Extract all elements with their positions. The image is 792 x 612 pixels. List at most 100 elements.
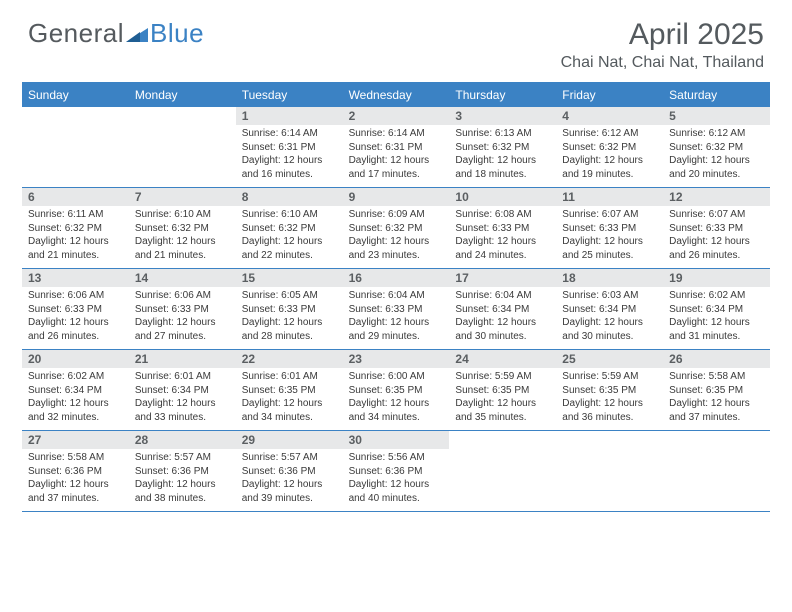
- day-cell: [663, 431, 770, 511]
- sunrise-line: Sunrise: 6:12 AM: [562, 127, 657, 141]
- sunset-line: Sunset: 6:34 PM: [28, 384, 123, 398]
- day-cell: 19Sunrise: 6:02 AMSunset: 6:34 PMDayligh…: [663, 269, 770, 349]
- day-cell: 24 Sunrise: 5:59 AMSunset: 6:35 PMDayligh…: [449, 350, 556, 430]
- day-details: Sunrise: 6:12 AMSunset: 6:32 PMDaylight:…: [556, 127, 663, 181]
- dow-label: Sunday: [22, 83, 129, 107]
- day-cell: [22, 107, 129, 187]
- day-number: 23: [343, 350, 450, 368]
- daylight-line: Daylight: 12 hours and 30 minutes.: [455, 316, 550, 343]
- sunset-line: Sunset: 6:35 PM: [562, 384, 657, 398]
- sunset-line: Sunset: 6:32 PM: [455, 141, 550, 155]
- day-number: 24: [449, 350, 556, 368]
- day-cell: 10Sunrise: 6:08 AMSunset: 6:33 PMDayligh…: [449, 188, 556, 268]
- day-cell: 1Sunrise: 6:14 AMSunset: 6:31 PMDaylight…: [236, 107, 343, 187]
- day-cell: 8 Sunrise: 6:10 AMSunset: 6:32 PMDaylight…: [236, 188, 343, 268]
- dow-label: Saturday: [663, 83, 770, 107]
- sunset-line: Sunset: 6:32 PM: [562, 141, 657, 155]
- sunrise-line: Sunrise: 6:11 AM: [28, 208, 123, 222]
- daylight-line: Daylight: 12 hours and 26 minutes.: [669, 235, 764, 262]
- day-details: Sunrise: 6:04 AMSunset: 6:33 PMDaylight:…: [343, 289, 450, 343]
- day-number: 30: [343, 431, 450, 449]
- daylight-line: Daylight: 12 hours and 34 minutes.: [349, 397, 444, 424]
- day-cell: 3Sunrise: 6:13 AMSunset: 6:32 PMDaylight…: [449, 107, 556, 187]
- title-block: April 2025 Chai Nat, Chai Nat, Thailand: [561, 18, 764, 72]
- sunrise-line: Sunrise: 5:58 AM: [28, 451, 123, 465]
- day-cell: 29Sunrise: 5:57 AMSunset: 6:36 PMDayligh…: [236, 431, 343, 511]
- sunset-line: Sunset: 6:34 PM: [455, 303, 550, 317]
- sunrise-line: Sunrise: 6:00 AM: [349, 370, 444, 384]
- day-cell: 7Sunrise: 6:10 AMSunset: 6:32 PMDaylight…: [129, 188, 236, 268]
- day-cell: [449, 431, 556, 511]
- day-cell: 28Sunrise: 5:57 AMSunset: 6:36 PMDayligh…: [129, 431, 236, 511]
- daylight-line: Daylight: 12 hours and 31 minutes.: [669, 316, 764, 343]
- brand-part1: General: [28, 18, 124, 49]
- day-details: Sunrise: 6:00 AMSunset: 6:35 PMDaylight:…: [343, 370, 450, 424]
- day-cell: 17Sunrise: 6:04 AMSunset: 6:34 PMDayligh…: [449, 269, 556, 349]
- sunrise-line: Sunrise: 6:08 AM: [455, 208, 550, 222]
- week-row: 27Sunrise: 5:58 AMSunset: 6:36 PMDayligh…: [22, 431, 770, 512]
- day-number: 15: [236, 269, 343, 287]
- day-details: Sunrise: 6:07 AMSunset: 6:33 PMDaylight:…: [556, 208, 663, 262]
- day-details: Sunrise: 5:58 AMSunset: 6:35 PMDaylight:…: [663, 370, 770, 424]
- day-details: Sunrise: 5:57 AMSunset: 6:36 PMDaylight:…: [236, 451, 343, 505]
- day-number: 7: [129, 188, 236, 206]
- location-label: Chai Nat, Chai Nat, Thailand: [561, 54, 764, 72]
- brand-mark-icon: [126, 18, 148, 49]
- sunset-line: Sunset: 6:34 PM: [562, 303, 657, 317]
- day-number: 8: [236, 188, 343, 206]
- sunset-line: Sunset: 6:31 PM: [242, 141, 337, 155]
- daylight-line: Daylight: 12 hours and 24 minutes.: [455, 235, 550, 262]
- daylight-line: Daylight: 12 hours and 39 minutes.: [242, 478, 337, 505]
- day-cell: 15Sunrise: 6:05 AMSunset: 6:33 PMDayligh…: [236, 269, 343, 349]
- daylight-line: Daylight: 12 hours and 37 minutes.: [28, 478, 123, 505]
- day-details: Sunrise: 6:02 AMSunset: 6:34 PMDaylight:…: [22, 370, 129, 424]
- calendar: SundayMondayTuesdayWednesdayThursdayFrid…: [22, 82, 770, 512]
- sunset-line: Sunset: 6:32 PM: [349, 222, 444, 236]
- day-cell: 16 Sunrise: 6:04 AMSunset: 6:33 PMDayligh…: [343, 269, 450, 349]
- daylight-line: Daylight: 12 hours and 21 minutes.: [135, 235, 230, 262]
- sunset-line: Sunset: 6:31 PM: [349, 141, 444, 155]
- day-cell: 21Sunrise: 6:01 AMSunset: 6:34 PMDayligh…: [129, 350, 236, 430]
- day-cell: 5Sunrise: 6:12 AMSunset: 6:32 PMDaylight…: [663, 107, 770, 187]
- day-number: 1: [236, 107, 343, 125]
- day-details: Sunrise: 5:59 AMSunset: 6:35 PMDaylight:…: [449, 370, 556, 424]
- day-number: 16: [343, 269, 450, 287]
- day-cell: 6Sunrise: 6:11 AMSunset: 6:32 PMDaylight…: [22, 188, 129, 268]
- day-cell: [556, 431, 663, 511]
- sunset-line: Sunset: 6:36 PM: [242, 465, 337, 479]
- sunset-line: Sunset: 6:33 PM: [135, 303, 230, 317]
- daylight-line: Daylight: 12 hours and 25 minutes.: [562, 235, 657, 262]
- day-number: 19: [663, 269, 770, 287]
- sunrise-line: Sunrise: 6:03 AM: [562, 289, 657, 303]
- day-details: Sunrise: 6:11 AMSunset: 6:32 PMDaylight:…: [22, 208, 129, 262]
- daylight-line: Daylight: 12 hours and 32 minutes.: [28, 397, 123, 424]
- sunrise-line: Sunrise: 6:06 AM: [135, 289, 230, 303]
- day-number: 3: [449, 107, 556, 125]
- day-cell: 2Sunrise: 6:14 AMSunset: 6:31 PMDaylight…: [343, 107, 450, 187]
- day-number: 26: [663, 350, 770, 368]
- daylight-line: Daylight: 12 hours and 23 minutes.: [349, 235, 444, 262]
- sunset-line: Sunset: 6:36 PM: [349, 465, 444, 479]
- day-number: 13: [22, 269, 129, 287]
- daylight-line: Daylight: 12 hours and 38 minutes.: [135, 478, 230, 505]
- sunset-line: Sunset: 6:32 PM: [135, 222, 230, 236]
- daylight-line: Daylight: 12 hours and 30 minutes.: [562, 316, 657, 343]
- day-cell: 30Sunrise: 5:56 AMSunset: 6:36 PMDayligh…: [343, 431, 450, 511]
- day-cell: 22Sunrise: 6:01 AMSunset: 6:35 PMDayligh…: [236, 350, 343, 430]
- sunrise-line: Sunrise: 6:13 AM: [455, 127, 550, 141]
- day-details: Sunrise: 6:10 AMSunset: 6:32 PMDaylight:…: [236, 208, 343, 262]
- daylight-line: Daylight: 12 hours and 20 minutes.: [669, 154, 764, 181]
- day-details: Sunrise: 5:59 AMSunset: 6:35 PMDaylight:…: [556, 370, 663, 424]
- daylight-line: Daylight: 12 hours and 40 minutes.: [349, 478, 444, 505]
- day-cell: 20Sunrise: 6:02 AMSunset: 6:34 PMDayligh…: [22, 350, 129, 430]
- day-details: Sunrise: 6:12 AMSunset: 6:32 PMDaylight:…: [663, 127, 770, 181]
- week-row: 6Sunrise: 6:11 AMSunset: 6:32 PMDaylight…: [22, 188, 770, 269]
- sunrise-line: Sunrise: 6:04 AM: [455, 289, 550, 303]
- day-number: 14: [129, 269, 236, 287]
- sunset-line: Sunset: 6:35 PM: [242, 384, 337, 398]
- brand-part2: Blue: [150, 18, 204, 49]
- header: General Blue April 2025 Chai Nat, Chai N…: [0, 0, 792, 78]
- day-cell: 9Sunrise: 6:09 AMSunset: 6:32 PMDaylight…: [343, 188, 450, 268]
- sunrise-line: Sunrise: 6:01 AM: [242, 370, 337, 384]
- sunrise-line: Sunrise: 6:02 AM: [669, 289, 764, 303]
